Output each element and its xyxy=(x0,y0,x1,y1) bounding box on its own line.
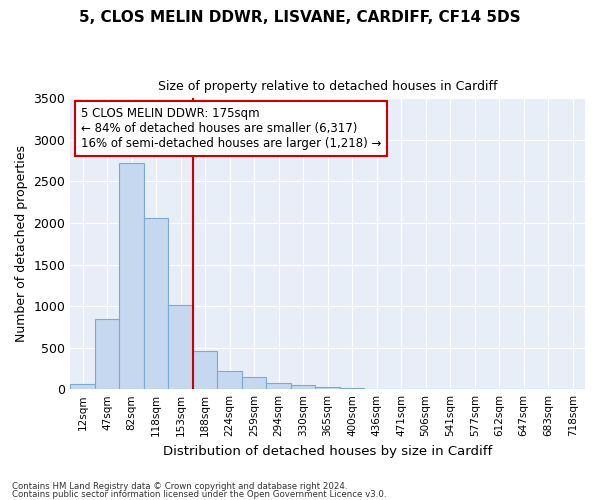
Bar xyxy=(291,384,316,389)
Bar xyxy=(119,163,144,389)
Text: 5, CLOS MELIN DDWR, LISVANE, CARDIFF, CF14 5DS: 5, CLOS MELIN DDWR, LISVANE, CARDIFF, CF… xyxy=(79,10,521,25)
Bar xyxy=(70,384,95,389)
Bar xyxy=(242,377,266,389)
Bar xyxy=(266,383,291,389)
Bar xyxy=(95,318,119,389)
Bar xyxy=(144,218,169,389)
Text: Contains HM Land Registry data © Crown copyright and database right 2024.: Contains HM Land Registry data © Crown c… xyxy=(12,482,347,491)
Bar xyxy=(217,372,242,389)
Title: Size of property relative to detached houses in Cardiff: Size of property relative to detached ho… xyxy=(158,80,497,93)
Bar xyxy=(340,388,364,389)
Text: Contains public sector information licensed under the Open Government Licence v3: Contains public sector information licen… xyxy=(12,490,386,499)
X-axis label: Distribution of detached houses by size in Cardiff: Distribution of detached houses by size … xyxy=(163,444,492,458)
Text: 5 CLOS MELIN DDWR: 175sqm
← 84% of detached houses are smaller (6,317)
16% of se: 5 CLOS MELIN DDWR: 175sqm ← 84% of detac… xyxy=(80,107,381,150)
Y-axis label: Number of detached properties: Number of detached properties xyxy=(15,146,28,342)
Bar xyxy=(316,386,340,389)
Bar xyxy=(169,306,193,389)
Bar xyxy=(193,351,217,389)
